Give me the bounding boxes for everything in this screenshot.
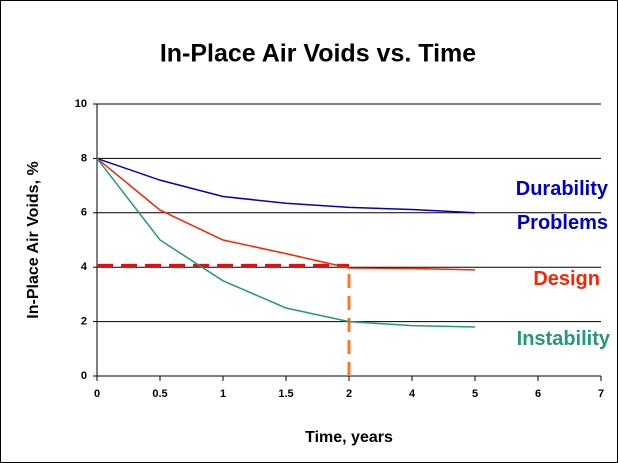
series-label-box: Durability Problems	[515, 178, 608, 234]
y-tick-label: 6	[81, 207, 87, 219]
y-tick-label: 8	[81, 152, 87, 164]
x-tick-label: 1	[220, 388, 226, 400]
series-label: Instability	[516, 328, 610, 350]
y-tick-label: 4	[81, 261, 88, 273]
y-tick-label: 10	[75, 98, 87, 110]
x-tick-label: 5	[472, 388, 478, 400]
y-tick-label: 2	[81, 316, 87, 328]
x-tick-label: 1.5	[278, 388, 293, 400]
series-line	[96, 157, 476, 271]
x-axis-label: Time, years	[305, 429, 393, 446]
chart-title: In-Place Air Voids vs. Time	[160, 40, 476, 68]
series-line	[96, 157, 476, 328]
series-label-box: Design	[533, 268, 600, 290]
series-line	[96, 157, 476, 214]
y-axis-label: In-Place Air Voids, %	[25, 161, 42, 318]
x-tick-label: 4	[409, 388, 416, 400]
x-tick-label: 2	[346, 388, 352, 400]
x-tick-label: 0.5	[152, 388, 167, 400]
series-label: Durability Problems	[515, 178, 608, 234]
x-tick-label: 6	[535, 388, 541, 400]
y-tick-label: 0	[81, 370, 87, 382]
series-label: Design	[533, 268, 600, 290]
series-label-box: Instability	[516, 328, 610, 350]
x-tick-label: 0	[94, 388, 100, 400]
x-tick-label: 7	[598, 388, 604, 400]
